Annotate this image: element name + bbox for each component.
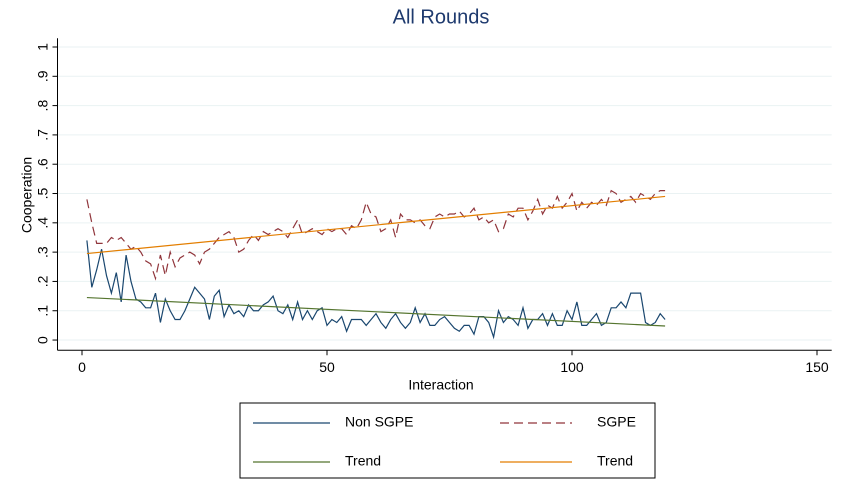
x-tick-label: 100: [560, 359, 584, 375]
legend-label: SGPE: [597, 414, 636, 430]
legend-box: [239, 402, 656, 479]
legend-label: Non SGPE: [345, 414, 413, 430]
y-tick-label: .1: [35, 305, 51, 317]
series-line: [86, 189, 666, 281]
series-line: [86, 240, 666, 340]
legend-label: Trend: [345, 453, 381, 469]
y-tick-label: .7: [35, 129, 51, 141]
y-axis-title: Cooperation: [19, 157, 35, 233]
x-tick-label: 0: [78, 359, 86, 375]
y-tick-label: 1: [35, 43, 51, 51]
y-tick-label: .9: [35, 70, 51, 82]
series-line: [86, 195, 666, 255]
y-tick-label: .3: [35, 246, 51, 258]
y-tick-label: .2: [35, 275, 51, 287]
x-axis-title: Interaction: [408, 377, 473, 393]
legend-label: Trend: [597, 453, 633, 469]
y-tick-label: .4: [35, 217, 51, 229]
y-tick-label: 0: [35, 336, 51, 344]
series-line: [86, 296, 666, 327]
chart-title: All Rounds: [393, 6, 490, 28]
y-tick-label: .5: [35, 187, 51, 199]
x-tick-label: 50: [319, 359, 335, 375]
y-tick-label: .6: [35, 158, 51, 170]
x-tick-label: 150: [805, 359, 829, 375]
y-tick-label: .8: [35, 100, 51, 112]
